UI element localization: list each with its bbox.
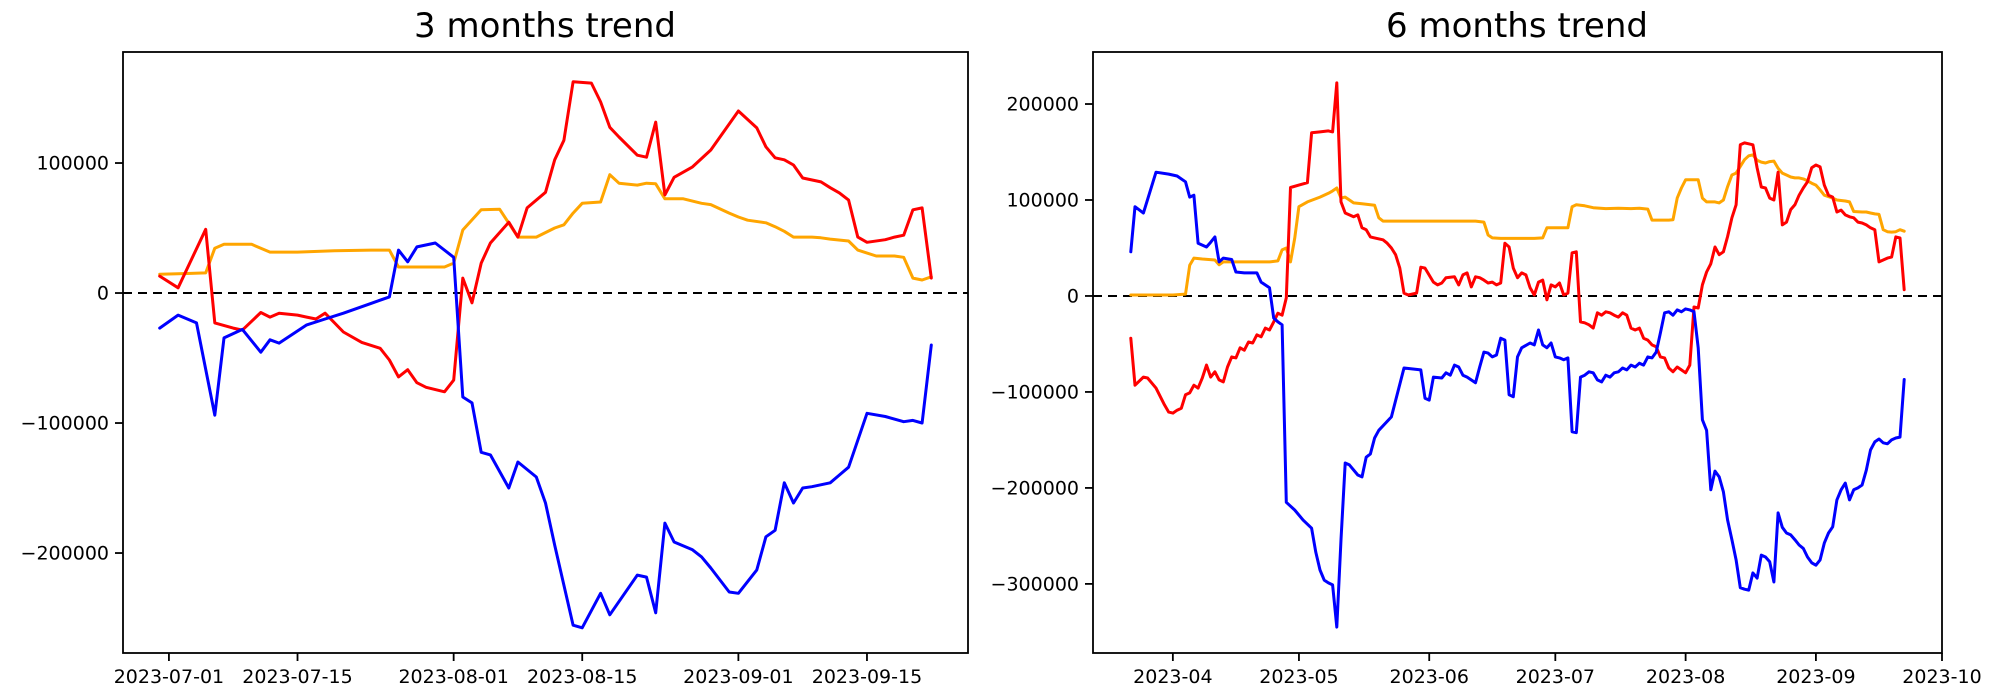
x-tick-label: 2023-08-15	[527, 666, 637, 688]
plot-border	[122, 51, 969, 654]
chart-1: 200000 100000 0 −100000 −200000 −300000 2023-0…	[991, 51, 1982, 688]
x-tick-label: 2023-10	[1902, 666, 1981, 688]
x-tick-label: 2023-04	[1133, 666, 1212, 688]
x-tick-label: 2023-08-01	[398, 666, 508, 688]
x-tick-label: 2023-07-15	[242, 666, 352, 688]
y-tick-label: −100000	[991, 382, 1079, 404]
x-tick-label: 2023-08	[1646, 666, 1725, 688]
x-tick-label: 2023-07	[1516, 666, 1595, 688]
x-tick-label: 2023-09-15	[812, 666, 922, 688]
x-tick-label: 2023-05	[1259, 666, 1338, 688]
blue-series-line	[1129, 170, 1906, 629]
y-tick-label: −200000	[991, 478, 1079, 500]
y-tick-label: 100000	[1006, 190, 1079, 212]
y-tick-label: −200000	[21, 543, 109, 565]
blue-series-line	[158, 241, 933, 630]
y-tick-label: −300000	[991, 574, 1079, 596]
y-tick-label: 200000	[1006, 94, 1079, 116]
chart-title-6-months: 6 months trend	[1386, 6, 1648, 46]
x-tick-label: 2023-09	[1776, 666, 1855, 688]
x-tick-label: 2023-09-01	[683, 666, 793, 688]
red-series-line	[1129, 81, 1906, 415]
orange-series-line	[158, 173, 933, 282]
chart-title-3-months: 3 months trend	[414, 6, 676, 46]
chart-0: 100000 0 −100000 −200000 2023-07-01 2023-07-1…	[21, 51, 969, 688]
y-tick-label: 0	[1067, 286, 1079, 308]
y-tick-label: 100000	[36, 153, 109, 175]
plot-border	[1092, 51, 1943, 654]
y-tick-label: 0	[97, 283, 109, 305]
red-series-line	[158, 80, 933, 394]
x-tick-label: 2023-06	[1390, 666, 1469, 688]
orange-series-line	[1129, 153, 1906, 297]
y-tick-label: −100000	[21, 413, 109, 435]
x-tick-label: 2023-07-01	[114, 666, 224, 688]
